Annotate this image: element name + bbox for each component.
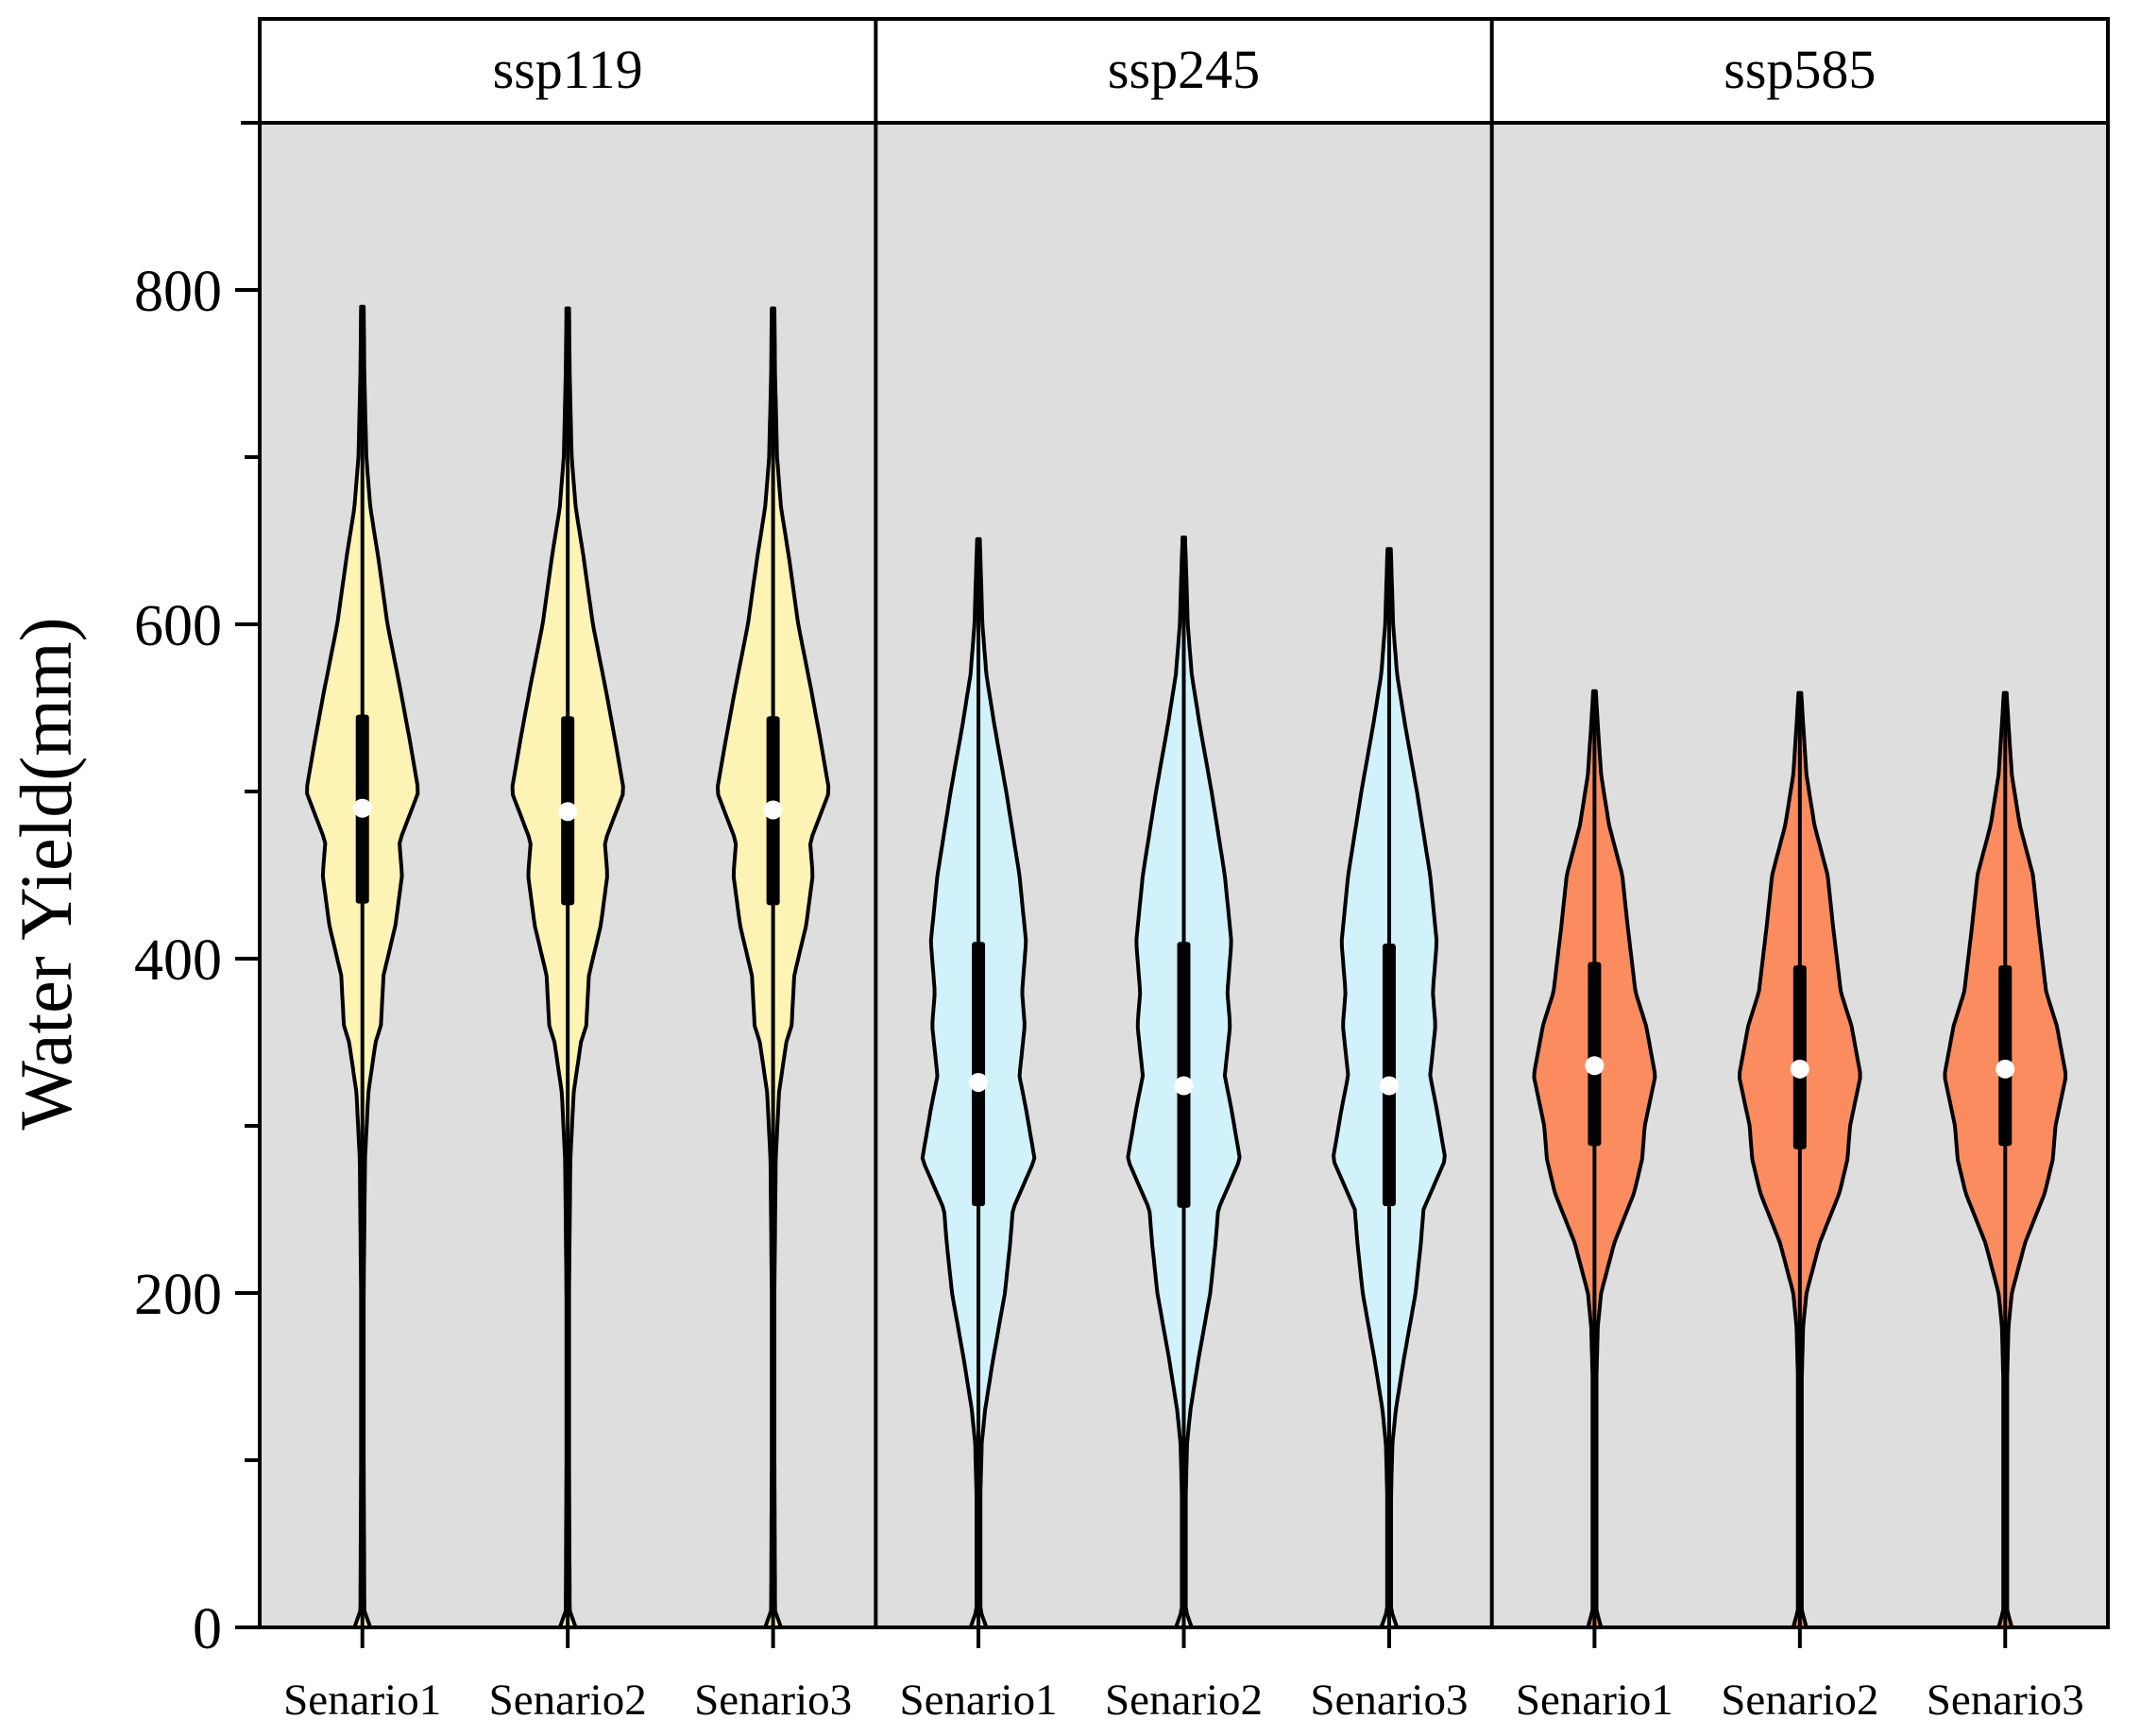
violin-group-ssp585-Senario1: [1532, 689, 1657, 1629]
x-tick-label-ssp119-Senario3: Senario3: [694, 1676, 852, 1725]
violin-group-ssp119-Senario3: [716, 306, 831, 1629]
x-tick-label-ssp245-Senario2: Senario2: [1105, 1676, 1263, 1725]
x-tick-label-ssp245-Senario1: Senario1: [900, 1676, 1058, 1725]
panel-title-ssp245: ssp245: [1108, 39, 1260, 100]
violin-group-ssp245-Senario3: [1332, 547, 1447, 1629]
violin-group-ssp245-Senario2: [1126, 536, 1242, 1629]
violin-median-ssp245-Senario3: [1379, 1076, 1399, 1096]
axis-layer: Senario1 Senario2 Senario3 Senario1 Senario2…: [134, 17, 2110, 1725]
violins-layer: [305, 304, 2068, 1629]
plot-frame: [258, 17, 2110, 1629]
violin-median-ssp245-Senario2: [1174, 1076, 1194, 1096]
x-tick-label-ssp245-Senario3: Senario3: [1310, 1676, 1468, 1725]
x-tick-label-ssp585-Senario2: Senario2: [1721, 1676, 1878, 1725]
violin-iqr-box-ssp585-Senario1: [1588, 962, 1602, 1147]
violin-median-ssp119-Senario2: [558, 802, 578, 822]
violin-group-ssp119-Senario1: [305, 304, 420, 1629]
violin-iqr-box-ssp245-Senario2: [1177, 942, 1191, 1208]
violin-median-ssp585-Senario1: [1585, 1056, 1605, 1076]
x-tick-label-ssp585-Senario3: Senario3: [1927, 1676, 2084, 1725]
panel-strip-ssp585: [1491, 19, 2108, 123]
violin-iqr-box-ssp585-Senario3: [1998, 965, 2013, 1147]
panel-title-ssp585: ssp585: [1724, 39, 1876, 100]
violin-median-ssp245-Senario1: [969, 1072, 989, 1092]
x-tick-label-ssp119-Senario2: Senario2: [489, 1676, 647, 1725]
violin-median-ssp585-Senario2: [1790, 1059, 1809, 1079]
y-tick-label-800: 800: [134, 260, 222, 324]
violin-median-ssp119-Senario1: [352, 798, 372, 818]
violin-group-ssp119-Senario2: [510, 306, 625, 1629]
y-tick-label-400: 400: [134, 928, 222, 993]
violin-group-ssp245-Senario1: [920, 536, 1037, 1629]
violin-median-ssp119-Senario3: [763, 800, 783, 820]
y-axis-label: Water Yield(mm): [5, 617, 87, 1130]
violin-median-ssp585-Senario3: [1996, 1059, 2015, 1079]
y-tick-label-0: 0: [193, 1597, 222, 1661]
violin-iqr-box-ssp245-Senario3: [1382, 944, 1396, 1206]
x-tick-label-ssp585-Senario1: Senario1: [1516, 1676, 1673, 1725]
violin-group-ssp585-Senario2: [1738, 690, 1862, 1629]
panel-title-ssp119: ssp119: [493, 39, 643, 100]
panel-strip-ssp245: [875, 19, 1492, 123]
panel-strip-ssp119: [260, 19, 876, 123]
violin-iqr-box-ssp585-Senario2: [1792, 965, 1807, 1149]
violin-group-ssp585-Senario3: [1943, 690, 2068, 1629]
y-tick-label-600: 600: [134, 594, 222, 658]
x-tick-label-ssp119-Senario1: Senario1: [283, 1676, 441, 1725]
y-tick-label-200: 200: [134, 1263, 222, 1327]
